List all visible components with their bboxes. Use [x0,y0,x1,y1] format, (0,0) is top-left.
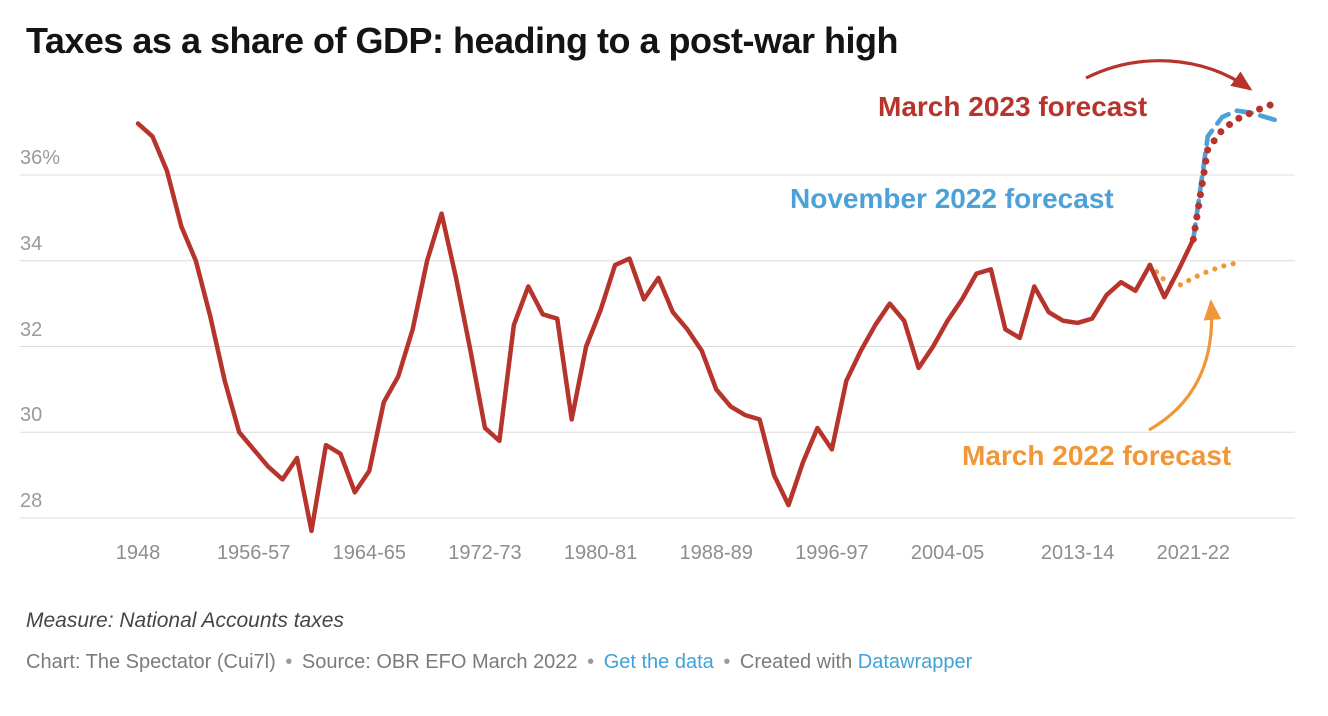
data-series [135,98,1284,534]
y-tick-label-32: 32 [20,318,43,341]
x-tick-label-2004-05: 2004-05 [910,542,985,564]
footer: Chart: The Spectator (Cui7l) • Source: O… [26,651,972,674]
footer-separator: • [723,651,731,673]
series-march-2023-forecast [1189,98,1284,243]
chart-title: Taxes as a share of GDP: heading to a po… [26,20,899,61]
datawrapper-link[interactable]: Datawrapper [857,651,973,673]
y-tick-label-28: 28 [20,490,43,512]
x-tick-label-2013-14: 2013-14 [1040,542,1115,564]
march-2022-annotation-arrow [1148,299,1222,432]
y-tick-label-36: 36% [20,147,61,169]
series-november-2022-forecast [1190,108,1283,242]
x-tick-label-1988-89: 1988-89 [679,542,753,564]
x-tick-label-1996-97: 1996-97 [795,542,869,564]
series-march-2022-forecast [1147,260,1240,289]
march-2023-annotation-arrow [1085,59,1253,91]
annotation-march-2022-forecast: March 2022 forecast [962,440,1232,471]
y-tick-label-34: 34 [20,232,43,255]
measure-note: Measure: National Accounts taxes [26,609,344,632]
gridlines [20,174,1295,519]
x-tick-label-1956-57: 1956-57 [216,542,291,564]
footer-source: Source: OBR EFO March 2022 [301,651,578,673]
get-the-data-link[interactable]: Get the data [603,651,714,673]
footer-separator: • [285,651,293,673]
x-tick-label-1948: 1948 [115,542,161,564]
footer-created-with: Created with [739,651,853,673]
footer-byline: Chart: The Spectator (Cui7l) [26,651,276,673]
x-tick-label-1964-65: 1964-65 [332,542,406,564]
annotation-november-2022-forecast: November 2022 forecast [790,183,1114,214]
x-tick-label-2021-22: 2021-22 [1156,542,1230,564]
footer-separator: • [587,651,595,673]
annotation-march-2023-forecast: March 2023 forecast [878,91,1148,122]
y-tick-label-30: 30 [20,404,43,427]
series-outturn [135,121,1196,534]
x-tick-label-1972-73: 1972-73 [448,542,522,564]
x-tick-label-1980-81: 1980-81 [563,542,638,564]
